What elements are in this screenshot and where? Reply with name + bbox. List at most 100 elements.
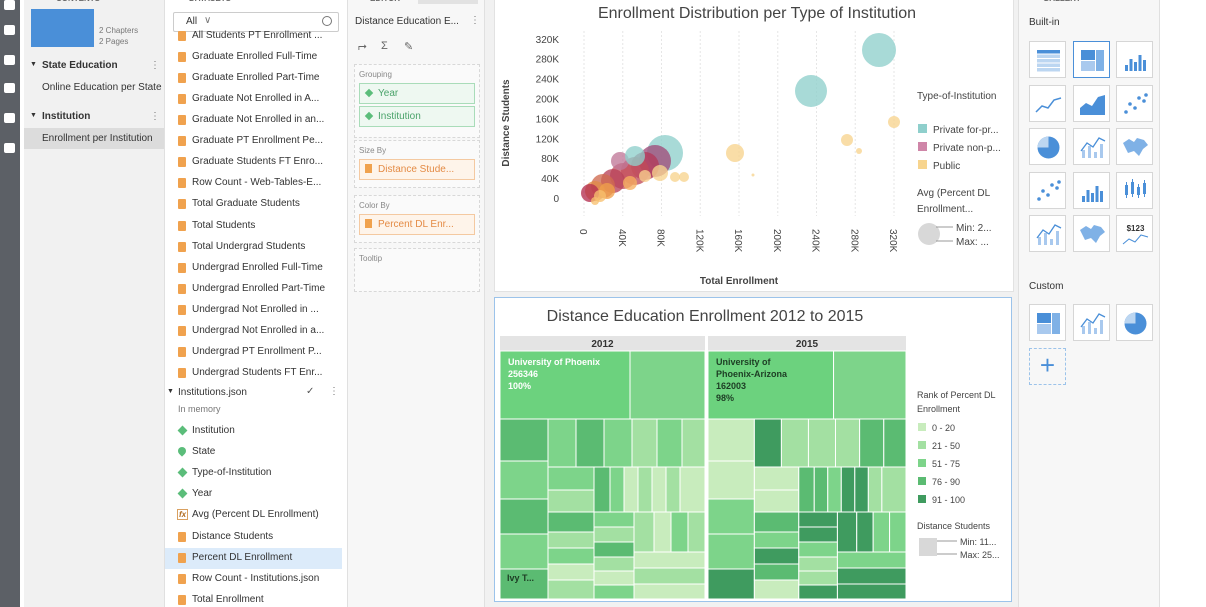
scatter-widget[interactable]: Enrollment Distribution per Type of Inst…	[494, 0, 1014, 292]
dataset-item[interactable]: Total Graduate Students	[192, 198, 300, 210]
chart-type-icon[interactable]	[1072, 41, 1110, 78]
page-link[interactable]: Online Education per State	[42, 82, 162, 93]
panel-header-bg	[500, 336, 705, 351]
glyph	[1037, 313, 1051, 323]
well-label: Grouping	[359, 70, 392, 79]
custom-chart-icon[interactable]	[1072, 304, 1110, 341]
well-item[interactable]: Distance Stude...	[359, 159, 475, 180]
glyph	[1036, 224, 1062, 239]
well-item[interactable]: Year	[359, 83, 475, 104]
page-link[interactable]: Enrollment per Institution	[42, 133, 153, 144]
field-item[interactable]: Total Enrollment	[192, 593, 264, 605]
treemap-cell	[798, 511, 838, 528]
widget-title[interactable]: Distance Education E...	[355, 16, 459, 27]
field-item[interactable]: Avg (Percent DL Enrollment)	[192, 509, 319, 521]
glyph	[1081, 195, 1085, 202]
treemap-cell	[593, 526, 635, 543]
kebab-menu[interactable]: ⋮	[329, 386, 339, 397]
custom-chart-icon[interactable]	[1116, 304, 1153, 341]
book-thumbnail[interactable]	[31, 9, 94, 47]
field-item[interactable]: State	[192, 446, 216, 458]
dataset-item[interactable]: Graduate Not Enrolled in an...	[192, 114, 325, 126]
treemap-cell	[798, 466, 815, 513]
nav-icon[interactable]	[4, 0, 15, 10]
dataset-icon	[178, 73, 186, 84]
treemap-cell	[623, 466, 639, 513]
add-custom-button[interactable]: +	[1029, 348, 1066, 385]
icon-bar	[0, 0, 20, 607]
chart-type-icon[interactable]	[1029, 215, 1066, 252]
dataset-item[interactable]: Graduate Enrolled Full-Time	[192, 51, 318, 63]
tab-label[interactable]: EDITOR	[370, 0, 400, 3]
nav-icon[interactable]	[4, 83, 15, 93]
chart-type-icon[interactable]	[1029, 171, 1066, 209]
field-item[interactable]: Row Count - Institutions.json	[192, 572, 320, 584]
chart-type-icon[interactable]	[1116, 171, 1153, 209]
chart-type-icon[interactable]	[1029, 128, 1066, 165]
tool-icon[interactable]: ⮣	[358, 40, 367, 52]
kebab-menu[interactable]: ⋮	[150, 60, 160, 71]
field-item[interactable]: Year	[192, 488, 213, 500]
size-legend-circle	[918, 223, 940, 245]
dataset-item[interactable]: Total Students	[192, 219, 256, 231]
chart-type-icon[interactable]	[1116, 84, 1153, 122]
drop-well: Size By Distance Stude...	[354, 140, 480, 188]
chart-type-icon[interactable]	[1116, 128, 1153, 165]
chart-title: Enrollment Distribution per Type of Inst…	[598, 5, 916, 22]
x-tick-label: 280K	[848, 229, 859, 253]
nav-icon[interactable]	[4, 143, 15, 153]
dataset-item[interactable]: Undergrad Students FT Enr...	[192, 366, 323, 378]
dataset-item[interactable]: Undergrad Not Enrolled in a...	[192, 324, 325, 336]
nav-icon[interactable]	[4, 113, 15, 123]
field-item[interactable]: Type-of-Institution	[192, 467, 272, 479]
chart-type-icon[interactable]	[1072, 84, 1110, 122]
section-title[interactable]: State Education	[42, 60, 118, 71]
field-item[interactable]: Distance Students	[192, 530, 274, 542]
dataset-item[interactable]: Undergrad PT Enrollment P...	[192, 345, 322, 357]
well-item[interactable]: Institution	[359, 106, 475, 127]
treemap-widget[interactable]: Distance Education Enrollment 2012 to 20…	[494, 297, 1012, 602]
glyph	[1128, 101, 1132, 106]
dataset-item[interactable]: Graduate Not Enrolled in A...	[192, 93, 320, 105]
dataset-item[interactable]: Graduate Enrolled Part-Time	[192, 72, 320, 84]
chart-type-icon[interactable]	[1072, 215, 1110, 252]
tool-icon[interactable]: Σ	[381, 40, 388, 52]
treemap-cell	[753, 511, 800, 533]
dataset-group[interactable]: Institutions.json	[178, 387, 247, 398]
field-icon	[176, 445, 188, 457]
chart-type-icon[interactable]	[1029, 84, 1066, 122]
dataset-item[interactable]: Total Undergrad Students	[192, 240, 306, 252]
dataset-item[interactable]: Undergrad Enrolled Full-Time	[192, 261, 323, 273]
glyph	[1142, 98, 1146, 103]
filter-box[interactable]: All ∨	[173, 12, 339, 32]
field-item[interactable]: Percent DL Enrollment	[192, 551, 293, 563]
treemap-cell	[656, 418, 683, 468]
tool-icon[interactable]: ✎	[404, 41, 414, 53]
kebab-menu[interactable]: ⋮	[470, 15, 480, 26]
well-item[interactable]: Percent DL Enr...	[359, 214, 475, 235]
chart-type-icon[interactable]: $123	[1116, 215, 1153, 252]
chart-type-icon[interactable]	[1116, 41, 1153, 78]
treemap-cell	[547, 511, 595, 533]
dataset-icon	[178, 262, 186, 273]
dataset-item[interactable]: Row Count - Web-Tables-E...	[192, 177, 322, 189]
treemap-cell	[872, 511, 891, 553]
kebab-menu[interactable]: ⋮	[150, 111, 160, 122]
dataset-item[interactable]: Graduate Students FT Enro...	[192, 156, 323, 168]
field-item[interactable]: Institution	[192, 425, 235, 436]
dataset-item[interactable]: All Students PT Enrollment ...	[192, 30, 323, 41]
dataset-item[interactable]: Undergrad Enrolled Part-Time	[192, 282, 326, 294]
legend-swatch	[918, 477, 926, 485]
dataset-item[interactable]: Undergrad Not Enrolled in ...	[192, 303, 319, 315]
filter-select[interactable]: All	[186, 16, 198, 27]
chart-type-icon[interactable]	[1072, 128, 1110, 165]
custom-chart-icon[interactable]	[1029, 304, 1066, 341]
chart-type-icon[interactable]	[1029, 41, 1066, 78]
chart-type-icon[interactable]	[1072, 171, 1110, 209]
section-title[interactable]: Institution	[42, 111, 91, 122]
nav-icon[interactable]	[4, 55, 15, 65]
panel-header: GALLERY	[1043, 0, 1081, 3]
nav-icon[interactable]	[4, 25, 15, 35]
dataset-item[interactable]: Graduate PT Enrollment Pe...	[192, 135, 323, 147]
treemap-cell	[856, 511, 874, 553]
